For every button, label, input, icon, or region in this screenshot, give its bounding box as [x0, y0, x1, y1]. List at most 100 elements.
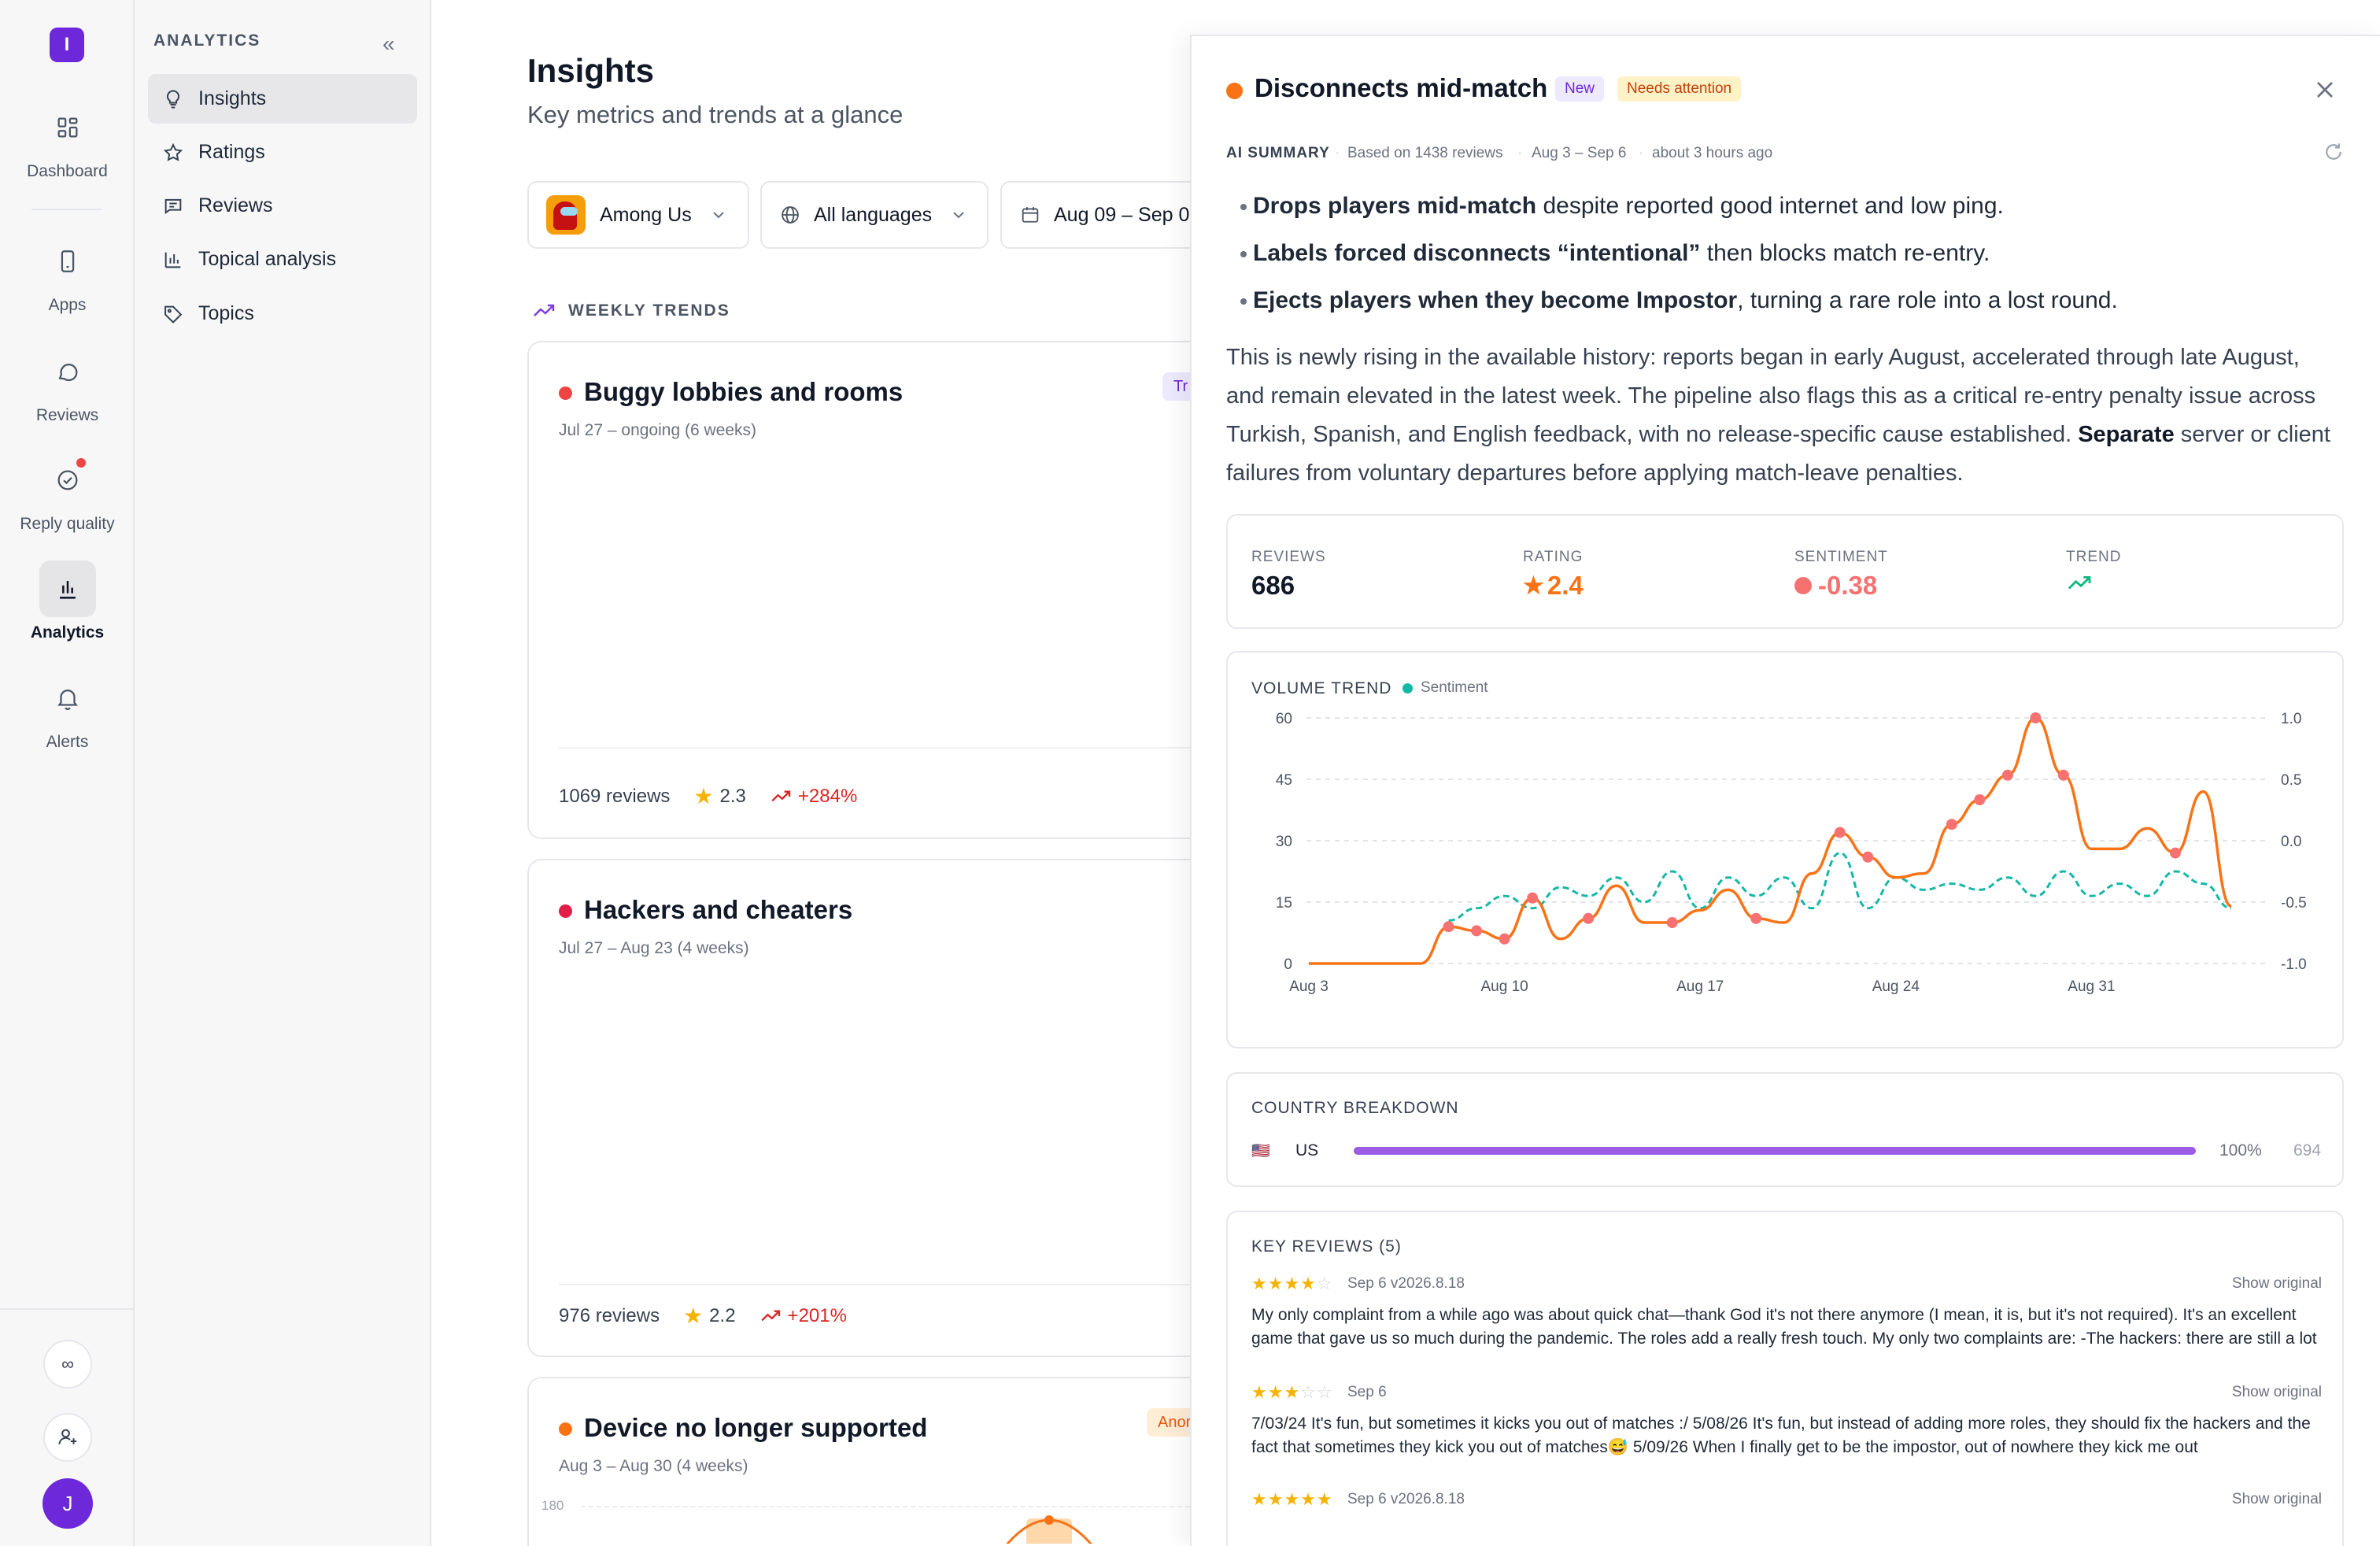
sentiment-dot — [1794, 577, 1812, 594]
show-original-link[interactable]: Show original — [2231, 1384, 2322, 1400]
country-count: 694 — [2293, 1141, 2322, 1160]
y-tick-label: 0 — [1284, 956, 1292, 973]
user-avatar[interactable]: J — [42, 1478, 93, 1529]
sentiment-legend: Sentiment — [1402, 679, 1488, 697]
bullet-text: then blocks match re-entry. — [1700, 240, 1990, 266]
among-us-app-icon — [546, 195, 586, 235]
rail-item-dashboard[interactable]: Dashboard — [0, 99, 135, 181]
sidebar-item-topical-analysis[interactable]: Topical analysis — [148, 235, 417, 284]
app-selector[interactable]: Among Us — [527, 181, 749, 249]
grid-icon — [57, 117, 77, 138]
app-logo[interactable]: I — [50, 28, 84, 62]
card-chart: 3001500Jun 29Jul 6Jul 13Jul 20Jul 27Aug … — [529, 971, 1236, 1222]
stat-sentiment-value: -0.38 — [1818, 571, 1878, 600]
review-text: 7/03/24 It's fun, but sometimes it kicks… — [1251, 1415, 2311, 1456]
y2-tick-label: -1.0 — [2281, 956, 2307, 973]
change-value: +201% — [787, 1304, 847, 1326]
rail-item-analytics[interactable]: Analytics — [0, 560, 135, 642]
card-footer: 976 reviews ★ 2.2 +201% — [559, 1303, 847, 1329]
card-chart: 3001500Jun 29Jul 6Jul 13Jul 20Jul 27Aug … — [529, 453, 1236, 705]
rail-item-reviews[interactable]: Reviews — [0, 343, 135, 425]
sentiment-line — [1448, 852, 2232, 922]
rail-item-label: Analytics — [30, 623, 105, 642]
country-breakdown-box: COUNTRY BREAKDOWN 🇺🇸 US 100% 694 — [1226, 1072, 2344, 1187]
close-button[interactable] — [2311, 76, 2339, 104]
review-item[interactable]: ★★★☆☆ Sep 6 Show original 7/03/24 It's fun,… — [1251, 1382, 2322, 1459]
nav-rail: I Dashboard Apps Reviews Reply quality A… — [0, 0, 135, 1546]
chart-point — [1471, 925, 1483, 937]
ai-summary-label: AI SUMMARY — [1226, 145, 1330, 161]
bullet-bold: Labels forced disconnects “intentional” — [1253, 240, 1701, 266]
x-tick-label: Aug 17 — [1676, 978, 1724, 995]
rail-item-reply-quality[interactable]: Reply quality — [0, 452, 135, 534]
trend-dot — [559, 1422, 572, 1436]
show-original-link[interactable]: Show original — [2231, 1275, 2322, 1292]
add-user-button[interactable] — [43, 1413, 92, 1462]
language-selector-label: All languages — [814, 203, 933, 226]
rail-item-alerts[interactable]: Alerts — [0, 670, 135, 752]
x-tick-label: Aug 10 — [1480, 978, 1528, 995]
trend-card-hackers[interactable]: Hackers and cheaters Jul 27 – Aug 23 (4 … — [527, 859, 1236, 1357]
paragraph-text: This is newly rising in the available hi… — [1226, 345, 2316, 447]
y-tick-label: 15 — [1276, 895, 1292, 912]
volume-trend-box: VOLUME TREND Sentiment 60 45 30 15 0 1.0 0.5 0.… — [1226, 651, 2344, 1049]
review-count: 1069 reviews — [559, 785, 671, 807]
card-footer: 1069 reviews ★ 2.3 +284% — [559, 783, 857, 809]
section-label-text: WEEKLY TRENDS — [568, 301, 730, 320]
y2-tick-label: 0.5 — [2281, 772, 2301, 789]
key-reviews-box: KEY REVIEWS (5) ★★★★☆ Sep 6 v2026.8.18 Sho… — [1226, 1211, 2344, 1546]
rail-item-label: Alerts — [46, 733, 89, 751]
sidebar-item-ratings[interactable]: Ratings — [148, 128, 417, 177]
language-selector[interactable]: All languages — [760, 181, 989, 249]
sidebar-item-label: Ratings — [198, 141, 265, 163]
chart-bar — [1026, 1518, 1072, 1544]
star-rating: ★★★★☆ — [1251, 1274, 1333, 1293]
volume-trend-title: VOLUME TREND — [1251, 679, 1392, 697]
chart-point — [1862, 851, 1874, 863]
panel-title: Disconnects mid-match — [1255, 73, 1548, 102]
refresh-icon — [2326, 143, 2341, 160]
y-tick-label: 60 — [1276, 711, 1292, 727]
sidebar-item-label: Topics — [198, 302, 254, 324]
x-tick-label: Aug 3 — [1289, 978, 1329, 995]
chart-point — [1443, 921, 1454, 933]
trend-dot — [559, 904, 572, 918]
summary-bullet: Ejects players when they become Impostor… — [1240, 287, 2118, 314]
add-user-icon — [58, 1429, 77, 1444]
meta-date-range: Aug 3 – Sep 6 — [1532, 145, 1627, 161]
y-tick-label: 45 — [1276, 772, 1292, 789]
lightbulb-icon — [167, 90, 179, 108]
refresh-button[interactable] — [2322, 140, 2345, 168]
meta-separator: · — [1639, 145, 1644, 161]
volume-trend-chart: 60 45 30 15 0 1.0 0.5 0.0 -0.5 -1.0 Aug 3 Aug 10 Aug… — [1276, 711, 2307, 995]
legend-swatch — [1402, 682, 1413, 693]
stat-rating: ★ 2.4 — [1523, 571, 1584, 601]
trending-up-icon — [760, 1309, 780, 1321]
new-badge: New — [1555, 76, 1605, 102]
sidebar-item-reviews[interactable]: Reviews — [148, 181, 417, 231]
show-original-link[interactable]: Show original — [2231, 1491, 2322, 1507]
rail-item-apps[interactable]: Apps — [0, 233, 135, 315]
chart-icon — [164, 252, 181, 268]
review-item[interactable]: ★★★★☆ Sep 6 v2026.8.18 Show original My onl… — [1251, 1274, 2322, 1351]
legend-label: Sentiment — [1421, 679, 1488, 696]
weekly-trends-heading: WEEKLY TRENDS — [532, 301, 730, 320]
card-subtitle: Jul 27 – ongoing (6 weeks) — [559, 421, 756, 439]
stat-label: RATING — [1523, 549, 1584, 565]
infinity-button[interactable]: ∞ — [43, 1340, 92, 1389]
chat-bubble-icon — [57, 364, 77, 382]
meta-updated: about 3 hours ago — [1652, 145, 1773, 161]
trend-card-device-support[interactable]: Device no longer supported Aug 3 – Aug 3… — [527, 1377, 1236, 1546]
stats-box: REVIEWS 686 RATING ★ 2.4 SENTIMENT -0.38 … — [1226, 514, 2344, 629]
x-tick-label: Aug 31 — [2068, 978, 2115, 995]
trend-card-buggy-lobbies[interactable]: Buggy lobbies and rooms Jul 27 – ongoing… — [527, 341, 1236, 839]
bar-chart-icon — [59, 581, 76, 599]
card-subtitle: Jul 27 – Aug 23 (4 weeks) — [559, 939, 749, 957]
rail-item-label: Reviews — [35, 406, 99, 424]
review-item[interactable]: ★★★★★ Sep 6 v2026.8.18 Show original — [1251, 1489, 2322, 1510]
y2-tick-label: 0.0 — [2281, 834, 2301, 850]
stat-label: SENTIMENT — [1794, 549, 1888, 565]
sidebar-item-insights[interactable]: Insights — [148, 74, 417, 124]
collapse-sidebar-button[interactable]: « — [382, 31, 395, 57]
sidebar-item-topics[interactable]: Topics — [148, 289, 417, 338]
